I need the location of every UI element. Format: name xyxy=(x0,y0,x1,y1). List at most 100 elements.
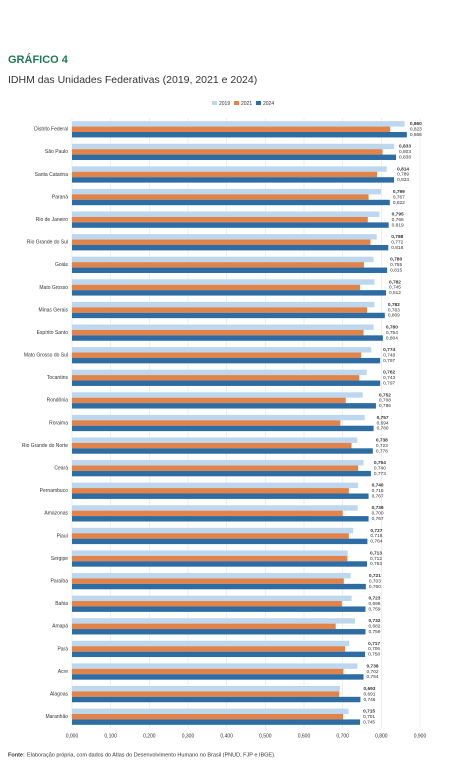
bar xyxy=(72,216,368,223)
bar xyxy=(72,640,350,647)
value-label: 0,738 xyxy=(376,437,388,443)
value-label: 0,822 xyxy=(393,200,405,206)
value-label: 0,694 xyxy=(377,420,389,426)
bar xyxy=(72,211,380,217)
value-label: 0,732 xyxy=(368,618,380,624)
y-tick-label: São Paulo xyxy=(45,149,68,155)
bar xyxy=(72,696,361,703)
bar xyxy=(72,674,364,680)
bar xyxy=(72,651,366,658)
bar xyxy=(72,347,372,353)
value-label: 0,809 xyxy=(388,313,400,319)
value-label: 0,723 xyxy=(368,596,380,602)
bar xyxy=(72,234,377,240)
bar xyxy=(72,573,351,579)
value-label: 0,767 xyxy=(372,516,384,522)
value-label: 0,708 xyxy=(379,398,391,404)
bar xyxy=(72,262,364,268)
bar xyxy=(72,533,349,539)
value-label: 0,795 xyxy=(392,212,404,218)
y-tick-label: Tocantins xyxy=(47,375,69,381)
value-label: 0,797 xyxy=(383,381,395,387)
value-label: 0,723 xyxy=(376,443,388,449)
x-tick-label: 0,100 xyxy=(104,733,117,739)
legend-swatch xyxy=(256,101,261,105)
value-label: 0,780 xyxy=(377,426,389,432)
y-tick-label: Sergipe xyxy=(51,556,68,562)
bar xyxy=(72,154,397,161)
value-label: 0,716 xyxy=(370,533,382,539)
y-tick-label: Acre xyxy=(58,669,69,675)
value-label: 0,838 xyxy=(399,155,411,161)
bar xyxy=(72,222,389,228)
value-label: 0,727 xyxy=(370,528,382,534)
value-label: 0,760 xyxy=(369,584,381,590)
y-tick-label: Espírito Santo xyxy=(37,330,69,336)
bar xyxy=(72,244,389,251)
bar xyxy=(72,561,368,567)
bar xyxy=(72,324,374,330)
bar xyxy=(72,595,352,602)
value-label: 0,759 xyxy=(368,629,380,635)
y-tick-label: Rio Grande do Norte xyxy=(22,443,68,449)
value-label: 0,717 xyxy=(368,641,380,647)
value-label: 0,778 xyxy=(376,448,388,454)
y-tick-label: Pernambuco xyxy=(40,488,69,494)
value-label: 0,767 xyxy=(372,493,384,499)
value-label: 0,803 xyxy=(399,149,411,155)
value-label: 0,691 xyxy=(363,691,375,697)
y-tick-label: Amapá xyxy=(52,624,68,630)
value-label: 0,773 xyxy=(374,471,386,477)
y-tick-label: Goiás xyxy=(55,262,69,268)
value-label: 0,782 xyxy=(388,302,400,308)
source-label: Fonte: xyxy=(8,752,25,758)
chart-title: IDHM das Unidades Federativas (2019, 202… xyxy=(8,74,257,86)
bar xyxy=(72,126,391,133)
value-label: 0,713 xyxy=(370,550,382,556)
bar xyxy=(72,691,340,697)
bar xyxy=(72,194,369,200)
bar xyxy=(72,380,381,386)
bar xyxy=(72,538,368,545)
bar xyxy=(72,606,366,612)
x-tick-label: 0,300 xyxy=(182,733,195,739)
bar xyxy=(72,629,366,635)
bar xyxy=(72,177,395,183)
value-label: 0,786 xyxy=(379,403,391,409)
value-label: 0,804 xyxy=(386,335,398,341)
value-label: 0,698 xyxy=(368,601,380,607)
bar xyxy=(72,527,354,534)
bar xyxy=(72,505,358,511)
bar xyxy=(72,623,336,630)
value-label: 0,758 xyxy=(368,652,380,658)
y-tick-label: Alagoas xyxy=(50,691,69,697)
value-label: 0,693 xyxy=(363,686,375,692)
bar xyxy=(72,465,359,471)
value-label: 0,748 xyxy=(383,352,395,358)
value-label: 0,757 xyxy=(377,415,389,421)
x-tick-label: 0,900 xyxy=(414,733,427,739)
bar xyxy=(72,414,365,421)
value-label: 0,812 xyxy=(389,290,401,296)
bar xyxy=(72,392,363,398)
legend-swatch xyxy=(234,101,239,105)
bar xyxy=(72,279,375,285)
bar xyxy=(72,601,342,607)
value-label: 0,745 xyxy=(389,285,401,291)
value-label: 0,746 xyxy=(363,697,375,703)
value-label: 0,797 xyxy=(383,358,395,364)
value-label: 0,715 xyxy=(363,709,375,715)
x-tick-label: 0,400 xyxy=(220,733,233,739)
bar xyxy=(72,352,362,358)
bar xyxy=(72,312,385,319)
y-tick-label: Mato Grosso xyxy=(39,285,68,291)
bar xyxy=(72,121,405,127)
value-label: 0,754 xyxy=(374,460,386,466)
bar xyxy=(72,301,375,308)
bar xyxy=(72,171,378,178)
y-tick-label: Distrito Federal xyxy=(34,127,68,133)
value-label: 0,706 xyxy=(368,646,380,652)
bar xyxy=(72,578,344,584)
value-label: 0,833 xyxy=(397,177,409,183)
value-label: 0,815 xyxy=(390,268,402,274)
